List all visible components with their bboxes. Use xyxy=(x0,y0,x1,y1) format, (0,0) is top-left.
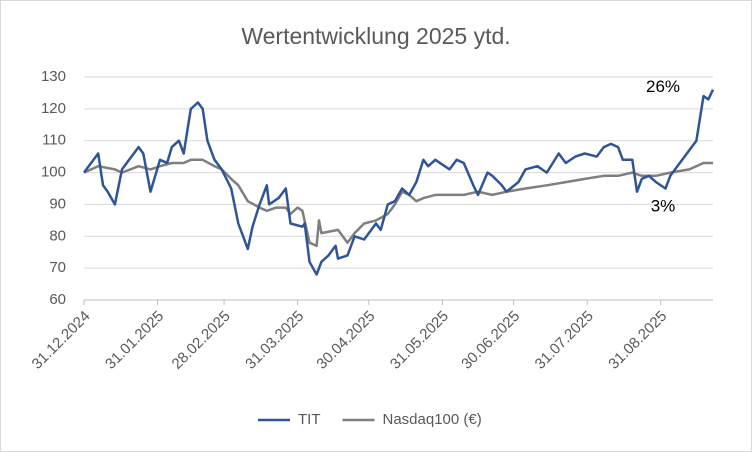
annotation: 3% xyxy=(651,196,676,215)
legend-label: Nasdaq100 (€) xyxy=(383,411,482,428)
series-line xyxy=(83,158,713,248)
y-tick-label: 110 xyxy=(42,132,66,149)
y-tick-label: 100 xyxy=(41,164,66,181)
chart-title: Wertentwicklung 2025 ytd. xyxy=(241,23,510,49)
annotation: 26% xyxy=(646,77,680,96)
y-tick-label: 130 xyxy=(41,68,66,85)
y-tick-label: 60 xyxy=(49,291,66,308)
y-tick-label: 80 xyxy=(49,227,66,244)
y-tick-label: 70 xyxy=(49,259,66,276)
series-line xyxy=(82,89,715,276)
legend-label: TIT xyxy=(298,411,321,428)
y-tick-label: 120 xyxy=(41,100,66,117)
y-tick-label: 90 xyxy=(49,195,66,212)
